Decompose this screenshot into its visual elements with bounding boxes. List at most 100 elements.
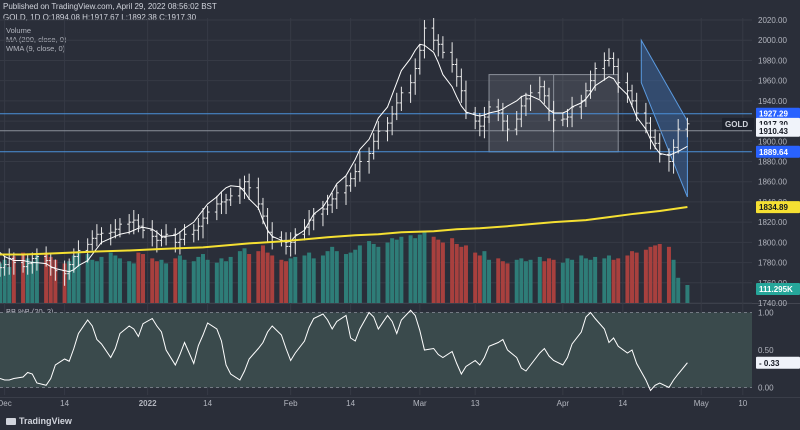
y-tick-label: 1740.00	[758, 299, 787, 308]
volume-bar	[394, 239, 399, 303]
volume-bar	[334, 251, 339, 303]
volume-bar	[653, 245, 658, 303]
legend-volume[interactable]: Volume	[6, 26, 32, 35]
volume-bar	[496, 258, 501, 303]
legend-ma200[interactable]: MA (200, close, 0)	[6, 35, 67, 44]
price-label: GOLD	[722, 117, 754, 130]
volume-bar	[417, 234, 422, 303]
volume-bar	[131, 263, 136, 303]
volume-bar	[127, 261, 132, 303]
volume-bar	[602, 258, 607, 303]
volume-bar	[307, 252, 312, 303]
volume-bar	[90, 259, 95, 303]
symbol-ohlc-line[interactable]: GOLD, 1D O:1894.08 H:1917.67 L:1892.38 C…	[3, 13, 197, 22]
published-caption: Published on TradingView.com, April 29, …	[3, 2, 217, 11]
volume-bar	[625, 255, 630, 303]
volume-bar	[256, 251, 261, 303]
volume-bar	[648, 246, 653, 303]
x-tick-label: 13	[471, 399, 480, 408]
y-tick-label: 2020.00	[758, 16, 787, 25]
volume-bar	[48, 256, 53, 303]
volume-bar	[53, 259, 58, 303]
volume-bar	[357, 245, 362, 303]
volume-bar	[247, 254, 252, 303]
volume-bar	[371, 243, 376, 303]
volume-bar	[325, 251, 330, 303]
volume-bar	[657, 243, 662, 303]
volume-bar	[67, 261, 72, 303]
ma200-line	[0, 205, 688, 256]
x-tick-label: 2022	[139, 399, 157, 408]
volume-bar	[154, 261, 159, 303]
time-axis-divider	[0, 397, 800, 398]
volume-bar	[477, 255, 482, 303]
volume-bar	[685, 285, 690, 303]
volume-bar	[279, 259, 284, 303]
volume-bar	[422, 231, 427, 303]
price-label: 1927.29	[756, 107, 800, 120]
price-label: - 0.33	[756, 356, 800, 369]
volume-bar	[117, 258, 122, 303]
volume-bar	[606, 255, 611, 303]
volume-bar	[196, 256, 201, 303]
volume-bar	[2, 259, 7, 303]
volume-bar	[293, 256, 298, 303]
tradingview-logo-icon	[6, 417, 16, 425]
volume-bar	[519, 258, 524, 303]
volume-bar	[99, 256, 104, 303]
volume-bar	[542, 261, 547, 303]
legend-wma9[interactable]: WMA (9, close, 0)	[6, 44, 66, 53]
volume-bar	[473, 252, 478, 303]
volume-bar	[390, 238, 395, 303]
volume-bar	[348, 252, 353, 303]
volume-bar	[560, 262, 565, 303]
volume-bar	[643, 249, 648, 303]
x-tick-label: 14	[618, 399, 627, 408]
x-tick-label: Mar	[413, 399, 427, 408]
tradingview-brand[interactable]: TradingView	[6, 416, 72, 426]
volume-bar	[34, 255, 39, 303]
volume-bar	[141, 254, 146, 303]
volume-bar	[302, 255, 307, 303]
volume-bar	[270, 255, 275, 303]
volume-bar	[666, 246, 671, 303]
y-tick-label: 1960.00	[758, 77, 787, 86]
descending-channel	[640, 38, 688, 198]
osc-tick-label: 0.00	[758, 384, 774, 393]
y-tick-label: 1940.00	[758, 97, 787, 106]
volume-bar	[219, 258, 224, 303]
volume-bar	[320, 255, 325, 303]
legend-bb-percent-b[interactable]: BB %B (20, 2)	[6, 307, 54, 316]
volume-bar	[11, 256, 16, 303]
price-label: 1834.89	[756, 201, 800, 214]
volume-bar	[588, 259, 593, 303]
x-tick-label: 14	[203, 399, 212, 408]
price-label-bg	[722, 117, 754, 130]
price-label-bg	[756, 201, 800, 214]
volume-bar	[177, 255, 182, 303]
volume-bar	[505, 263, 510, 303]
volume-bar	[288, 258, 293, 303]
price-label-text: 1927.29	[759, 110, 788, 119]
volume-bar	[528, 259, 533, 303]
x-tick-label: Feb	[284, 399, 298, 408]
volume-bar	[108, 252, 113, 303]
price-label-bg	[756, 124, 800, 137]
volume-bar	[459, 246, 464, 303]
volume-bar	[671, 259, 676, 303]
y-tick-label: 1820.00	[758, 218, 787, 227]
volume-bar	[413, 238, 418, 303]
volume-bar	[463, 245, 468, 303]
price-label-text: 1910.43	[759, 127, 788, 136]
volume-bar	[113, 255, 118, 303]
volume-bar	[94, 261, 99, 303]
x-tick-label: Dec	[0, 399, 12, 408]
volume-bar	[71, 255, 76, 303]
volume-bar	[408, 235, 413, 303]
volume-bar	[436, 239, 441, 303]
volume-bar	[537, 256, 542, 303]
volume-bar	[487, 259, 492, 303]
volume-bar	[21, 252, 26, 303]
